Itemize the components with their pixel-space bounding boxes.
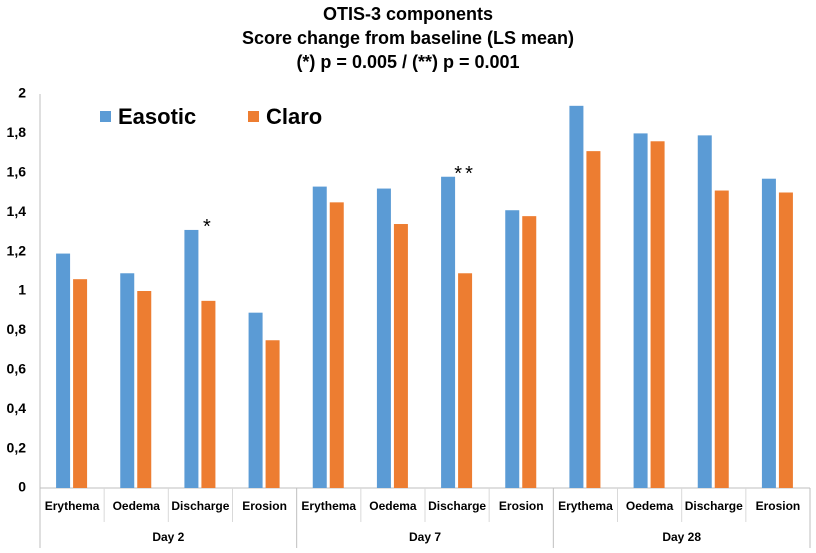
bar xyxy=(505,210,520,489)
group-label: Day 28 xyxy=(662,530,701,544)
bar xyxy=(137,291,152,488)
bar xyxy=(312,186,327,488)
bar xyxy=(248,312,263,488)
y-tick-label: 1 xyxy=(18,282,26,298)
bar xyxy=(778,192,793,488)
x-tick-label: Oedema xyxy=(113,499,161,513)
y-tick-label: 1,8 xyxy=(7,124,27,140)
x-tick-label: Erythema xyxy=(45,499,100,513)
y-tick-label: 1,4 xyxy=(7,203,27,219)
x-tick-label: Erosion xyxy=(499,499,544,513)
bar xyxy=(201,300,216,488)
y-tick-label: 0,6 xyxy=(7,361,27,377)
x-tick-label: Erythema xyxy=(301,499,356,513)
y-tick-label: 0,2 xyxy=(7,439,27,455)
legend-label: Easotic xyxy=(118,104,196,129)
bar xyxy=(393,224,408,488)
chart-title: OTIS-3 components xyxy=(323,4,493,24)
group-label: Day 7 xyxy=(409,530,441,544)
y-tick-label: 1,6 xyxy=(7,164,27,180)
x-tick-label: Oedema xyxy=(626,499,674,513)
x-tick-label: Oedema xyxy=(369,499,417,513)
bar xyxy=(329,202,344,488)
bar xyxy=(376,188,391,488)
bar xyxy=(265,340,280,488)
y-tick-label: 1,2 xyxy=(7,242,27,258)
bar xyxy=(184,229,199,488)
x-tick-label: Discharge xyxy=(171,499,229,513)
legend-label: Claro xyxy=(266,104,322,129)
bar xyxy=(714,190,729,488)
x-tick-label: Erosion xyxy=(756,499,801,513)
bar xyxy=(441,176,456,489)
bar xyxy=(522,216,537,488)
bar xyxy=(458,273,473,488)
legend-swatch xyxy=(248,111,259,122)
x-tick-label: Erosion xyxy=(242,499,287,513)
bar xyxy=(633,133,648,488)
chart-subtitle: Score change from baseline (LS mean) xyxy=(242,28,574,48)
annotation: * xyxy=(203,216,214,238)
bar xyxy=(56,253,71,488)
y-tick-label: 0 xyxy=(18,479,26,495)
y-tick-label: 0,8 xyxy=(7,321,27,337)
x-tick-label: Discharge xyxy=(685,499,743,513)
bar xyxy=(73,279,88,488)
legend-swatch xyxy=(100,111,111,122)
chart-subtitle: (*) p = 0.005 / (**) p = 0.001 xyxy=(296,52,519,72)
y-tick-label: 2 xyxy=(18,85,26,101)
bar xyxy=(586,151,601,488)
annotation: ** xyxy=(454,163,476,185)
x-tick-label: Erythema xyxy=(558,499,613,513)
bar xyxy=(761,178,776,488)
bar xyxy=(569,105,584,488)
x-tick-label: Discharge xyxy=(428,499,486,513)
bar xyxy=(650,141,665,488)
group-label: Day 2 xyxy=(152,530,184,544)
bar xyxy=(697,135,712,488)
y-tick-label: 0,4 xyxy=(7,400,27,416)
bar xyxy=(120,273,135,488)
